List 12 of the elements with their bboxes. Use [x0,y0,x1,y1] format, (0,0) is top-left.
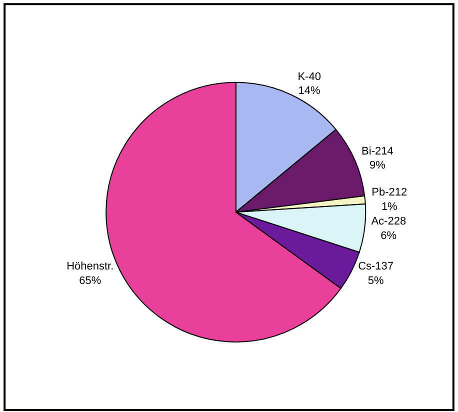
data-label: 65% [79,274,102,287]
slice-label: Höhenstr. [66,260,114,273]
data-label: 5% [368,274,384,287]
slice-label: Bi-214 [362,145,394,158]
slice-label: Ac-228 [371,216,406,228]
data-label: 9% [369,160,386,172]
slice-label: K-40 [298,70,321,83]
data-label: 14% [298,85,321,98]
data-label: 6% [380,230,397,242]
data-label: 1% [381,201,398,213]
slice-label: Cs-137 [358,260,394,273]
slice-label: Pb-212 [372,186,408,199]
